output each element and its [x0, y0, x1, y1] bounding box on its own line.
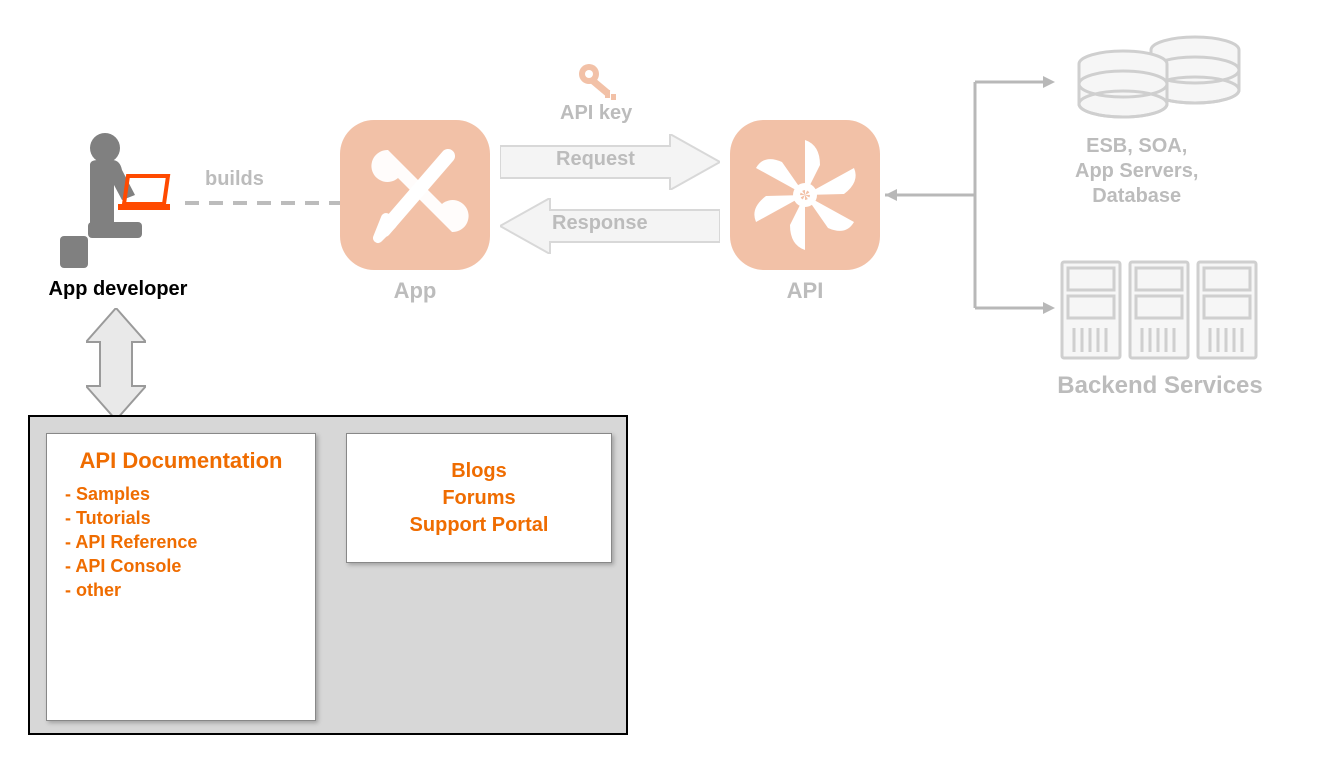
- builds-edge: [185, 193, 345, 218]
- backend-label: Backend Services: [1030, 372, 1290, 400]
- servers-icon: [1060, 258, 1260, 373]
- developer-icon: [60, 130, 180, 275]
- api-backend-connector: [885, 60, 1055, 335]
- list-item: Forums: [365, 487, 593, 510]
- request-label: Request: [556, 148, 635, 171]
- backend-sublabel: ESB, SOA, App Servers, Database: [1075, 134, 1198, 209]
- app-label: App: [340, 278, 490, 304]
- documentation-panel: API Documentation - Samples - Tutorials …: [28, 415, 628, 735]
- list-item: - API Console: [65, 556, 297, 577]
- list-item: Support Portal: [365, 514, 593, 537]
- list-item: - Tutorials: [65, 508, 297, 529]
- list-item: Blogs: [365, 460, 593, 483]
- api-doc-list: - Samples - Tutorials - API Reference - …: [65, 484, 297, 601]
- community-card: Blogs Forums Support Portal: [346, 433, 612, 563]
- list-item: - other: [65, 580, 297, 601]
- list-item: - API Reference: [65, 532, 297, 553]
- app-icon: [340, 120, 490, 275]
- api-key-label: API key: [560, 102, 632, 125]
- response-label: Response: [552, 212, 648, 235]
- developer-label: App developer: [28, 278, 208, 301]
- list-item: - Samples: [65, 484, 297, 505]
- developer-docs-arrow: [86, 308, 146, 425]
- backend-sublabel-line: Database: [1075, 184, 1198, 209]
- database-icon: [1065, 30, 1255, 135]
- api-icon: [730, 120, 880, 275]
- backend-sublabel-line: App Servers,: [1075, 159, 1198, 184]
- backend-sublabel-line: ESB, SOA,: [1075, 134, 1198, 159]
- api-label: API: [730, 278, 880, 304]
- api-documentation-card: API Documentation - Samples - Tutorials …: [46, 433, 316, 721]
- api-doc-title: API Documentation: [65, 448, 297, 474]
- builds-label: builds: [205, 168, 264, 191]
